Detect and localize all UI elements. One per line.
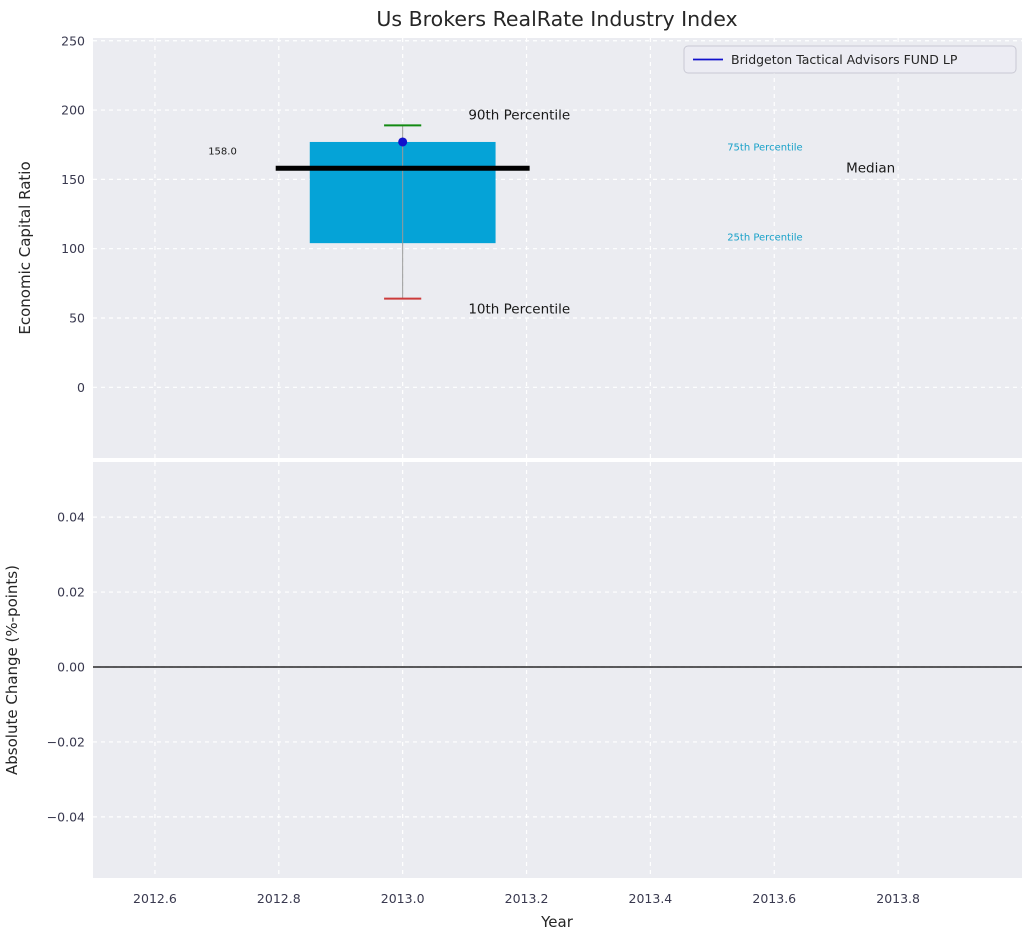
annotation-median-label: Median — [846, 160, 895, 176]
x-tick-label: 2013.6 — [752, 891, 796, 906]
legend-label: Bridgeton Tactical Advisors FUND LP — [731, 52, 958, 67]
y-axis-label-bottom: Absolute Change (%-points) — [3, 565, 21, 775]
fund-point — [398, 137, 408, 147]
y-tick-label: 0.04 — [57, 510, 85, 525]
y-tick-label: 0.02 — [57, 585, 85, 600]
x-tick-label: 2013.0 — [381, 891, 425, 906]
x-tick-label: 2012.8 — [257, 891, 301, 906]
x-tick-label: 2013.4 — [629, 891, 673, 906]
annotation-p75-label: 75th Percentile — [727, 143, 803, 154]
y-tick-label: 250 — [61, 33, 85, 48]
y-tick-label: 0 — [77, 380, 85, 395]
annotation-median-value-label: 158.0 — [208, 147, 237, 158]
y-tick-label: 200 — [61, 103, 85, 118]
annotation-p25-label: 25th Percentile — [727, 233, 803, 244]
legend-box — [683, 45, 1017, 74]
y-tick-label: 100 — [61, 241, 85, 256]
y-tick-label: 50 — [69, 311, 85, 326]
y-tick-label: −0.04 — [47, 809, 85, 824]
x-tick-label: 2012.6 — [133, 891, 177, 906]
y-tick-label: 0.00 — [57, 660, 85, 675]
y-tick-label: 150 — [61, 172, 85, 187]
x-tick-label: 2013.2 — [505, 891, 549, 906]
y-tick-label: −0.02 — [47, 734, 85, 749]
chart-title: Us Brokers RealRate Industry Index — [376, 7, 737, 31]
absolute-change-panel-background — [93, 462, 1022, 878]
annotation-p10-label: 10th Percentile — [468, 302, 570, 318]
x-axis-label: Year — [540, 913, 574, 931]
x-tick-label: 2013.8 — [876, 891, 920, 906]
annotation-p90-label: 90th Percentile — [468, 108, 570, 124]
economic-capital-ratio-panel-background — [93, 38, 1022, 458]
y-axis-label-top: Economic Capital Ratio — [16, 161, 34, 334]
